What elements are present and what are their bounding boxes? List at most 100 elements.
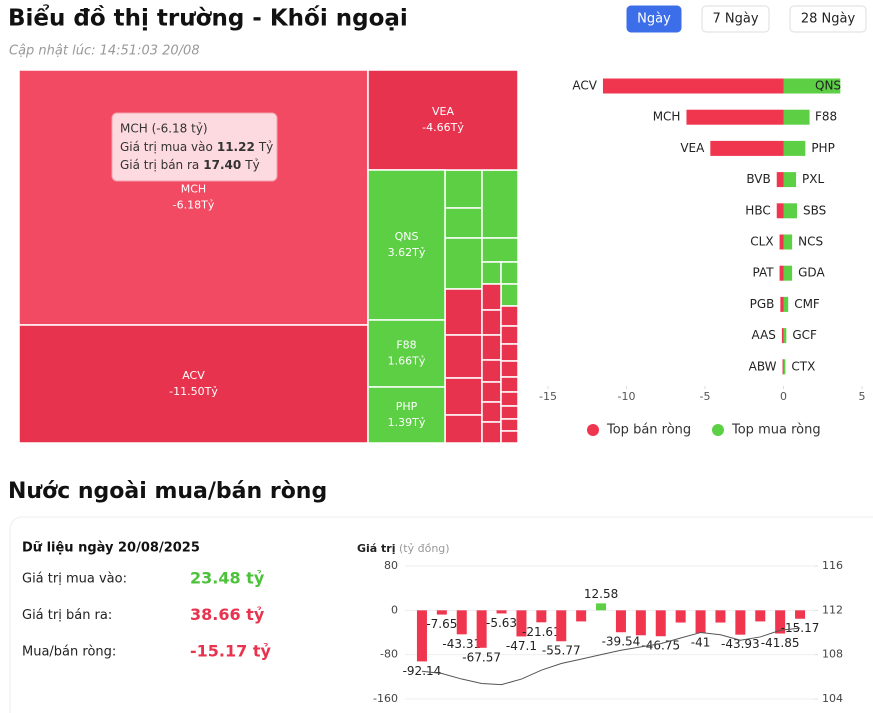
treemap-cell[interactable] [18,69,369,326]
treemap-cell-small [444,334,483,379]
y-tick-label: -160 [373,692,398,705]
tooltip-label: Giá trị bán ra [120,158,199,172]
bar-label: HBC [745,203,770,217]
y2-tick-label: 112 [822,603,843,616]
treemap-cell-small [500,283,519,307]
treemap-cell[interactable] [367,386,446,444]
treemap-cell-small [500,391,519,407]
legend-swatch [712,424,724,436]
bar-label: NCS [798,235,823,249]
y2-tick-label: 116 [822,559,843,572]
data-label: -47.1 [506,639,537,653]
tab-button[interactable] [701,5,770,33]
treemap-cell-small [481,421,502,444]
summary-value: 23.48 tỷ [190,569,265,588]
tab-button[interactable] [789,5,867,33]
treemap-cell-small [500,305,519,327]
bar [780,296,784,312]
tab-button[interactable] [626,5,682,33]
bar [783,78,841,94]
treemap-cell-small [500,430,519,444]
treemap-name: VEA [432,105,454,118]
tab-label: 7 Ngày [712,12,758,27]
bar [536,610,547,623]
bar-label: F88 [815,110,837,124]
bar-label: BVB [746,172,770,186]
data-label: -7.65 [426,617,457,631]
bar [783,109,810,125]
treemap-name: MCH [181,183,206,196]
bar [615,610,626,633]
treemap-cell-small [500,261,519,285]
treemap-name: QNS [395,230,419,243]
bar [686,109,784,125]
bar-label: ABW [749,359,777,373]
bar-label: GDA [798,266,825,280]
page-title: Biểu đồ thị trường - Khối ngoại [8,4,408,32]
summary-title: Dữ liệu ngày 20/08/2025 [22,541,200,556]
data-label: -55.77 [542,644,581,658]
data-label: -46.75 [641,639,680,653]
treemap-value: 3.62Tỷ [388,246,426,259]
bar [496,610,507,614]
treemap-cell-small [481,261,502,285]
legend-swatch [587,424,599,436]
bar [779,265,784,281]
legend-label: Top mua ròng [731,423,821,438]
bar [755,610,766,622]
data-label: -43.31 [442,637,481,651]
bar [416,610,427,662]
bar [602,78,784,94]
bar [783,203,798,219]
treemap-cell-small [444,237,483,290]
bar-label: PXL [802,172,824,186]
tooltip-value: 11.22 [217,140,255,154]
bar [735,610,746,635]
bar [556,610,567,642]
x-tick-label: 5 [859,390,866,403]
y-tick-label: 0 [391,603,398,616]
summary-label: Giá trị mua vào: [22,572,127,587]
bar [456,610,467,635]
bar [476,610,487,648]
treemap-cell-small [444,207,483,239]
treemap-cell[interactable] [367,319,446,388]
data-label: -21.61 [522,625,561,639]
treemap-cell-small [444,414,483,444]
tab-label: Ngày [637,12,671,27]
treemap-cell[interactable] [367,69,519,171]
tooltip-title: MCH (-6.18 tỷ) [120,122,208,136]
y-tick-label: 80 [384,559,398,572]
bar [783,296,789,312]
treemap-cell[interactable] [18,324,369,444]
bar-label: AAS [752,328,776,342]
data-label: -43.93 [721,637,760,651]
y2-tick-label: 108 [822,648,843,661]
treemap-cell[interactable] [367,169,446,321]
bar [436,610,447,615]
chart-subtitle: (tỷ đồng) [399,542,450,555]
treemap-cell-small [500,376,519,393]
bar-label: PAT [752,266,774,280]
bar [655,610,666,637]
summary-value: -15.17 tỷ [190,642,271,661]
treemap-cell-small [481,283,502,311]
treemap-value: 1.66Tỷ [388,355,426,368]
summary-label: Giá trị bán ra: [22,608,112,623]
treemap-cell-small [481,309,502,336]
data-label: -92.14 [403,664,442,678]
tooltip [111,112,278,182]
bar [783,265,793,281]
treemap-name: F88 [396,339,416,352]
data-label: 12.58 [584,587,618,601]
bar [675,610,686,623]
treemap-cell-small [500,360,519,378]
bar-label: VEA [680,141,705,155]
bar-label: PGB [750,297,775,311]
treemap-cell-small [444,169,483,209]
treemap-cell-small [481,381,502,403]
treemap-cell-small [481,334,502,361]
treemap-name: PHP [396,400,418,413]
